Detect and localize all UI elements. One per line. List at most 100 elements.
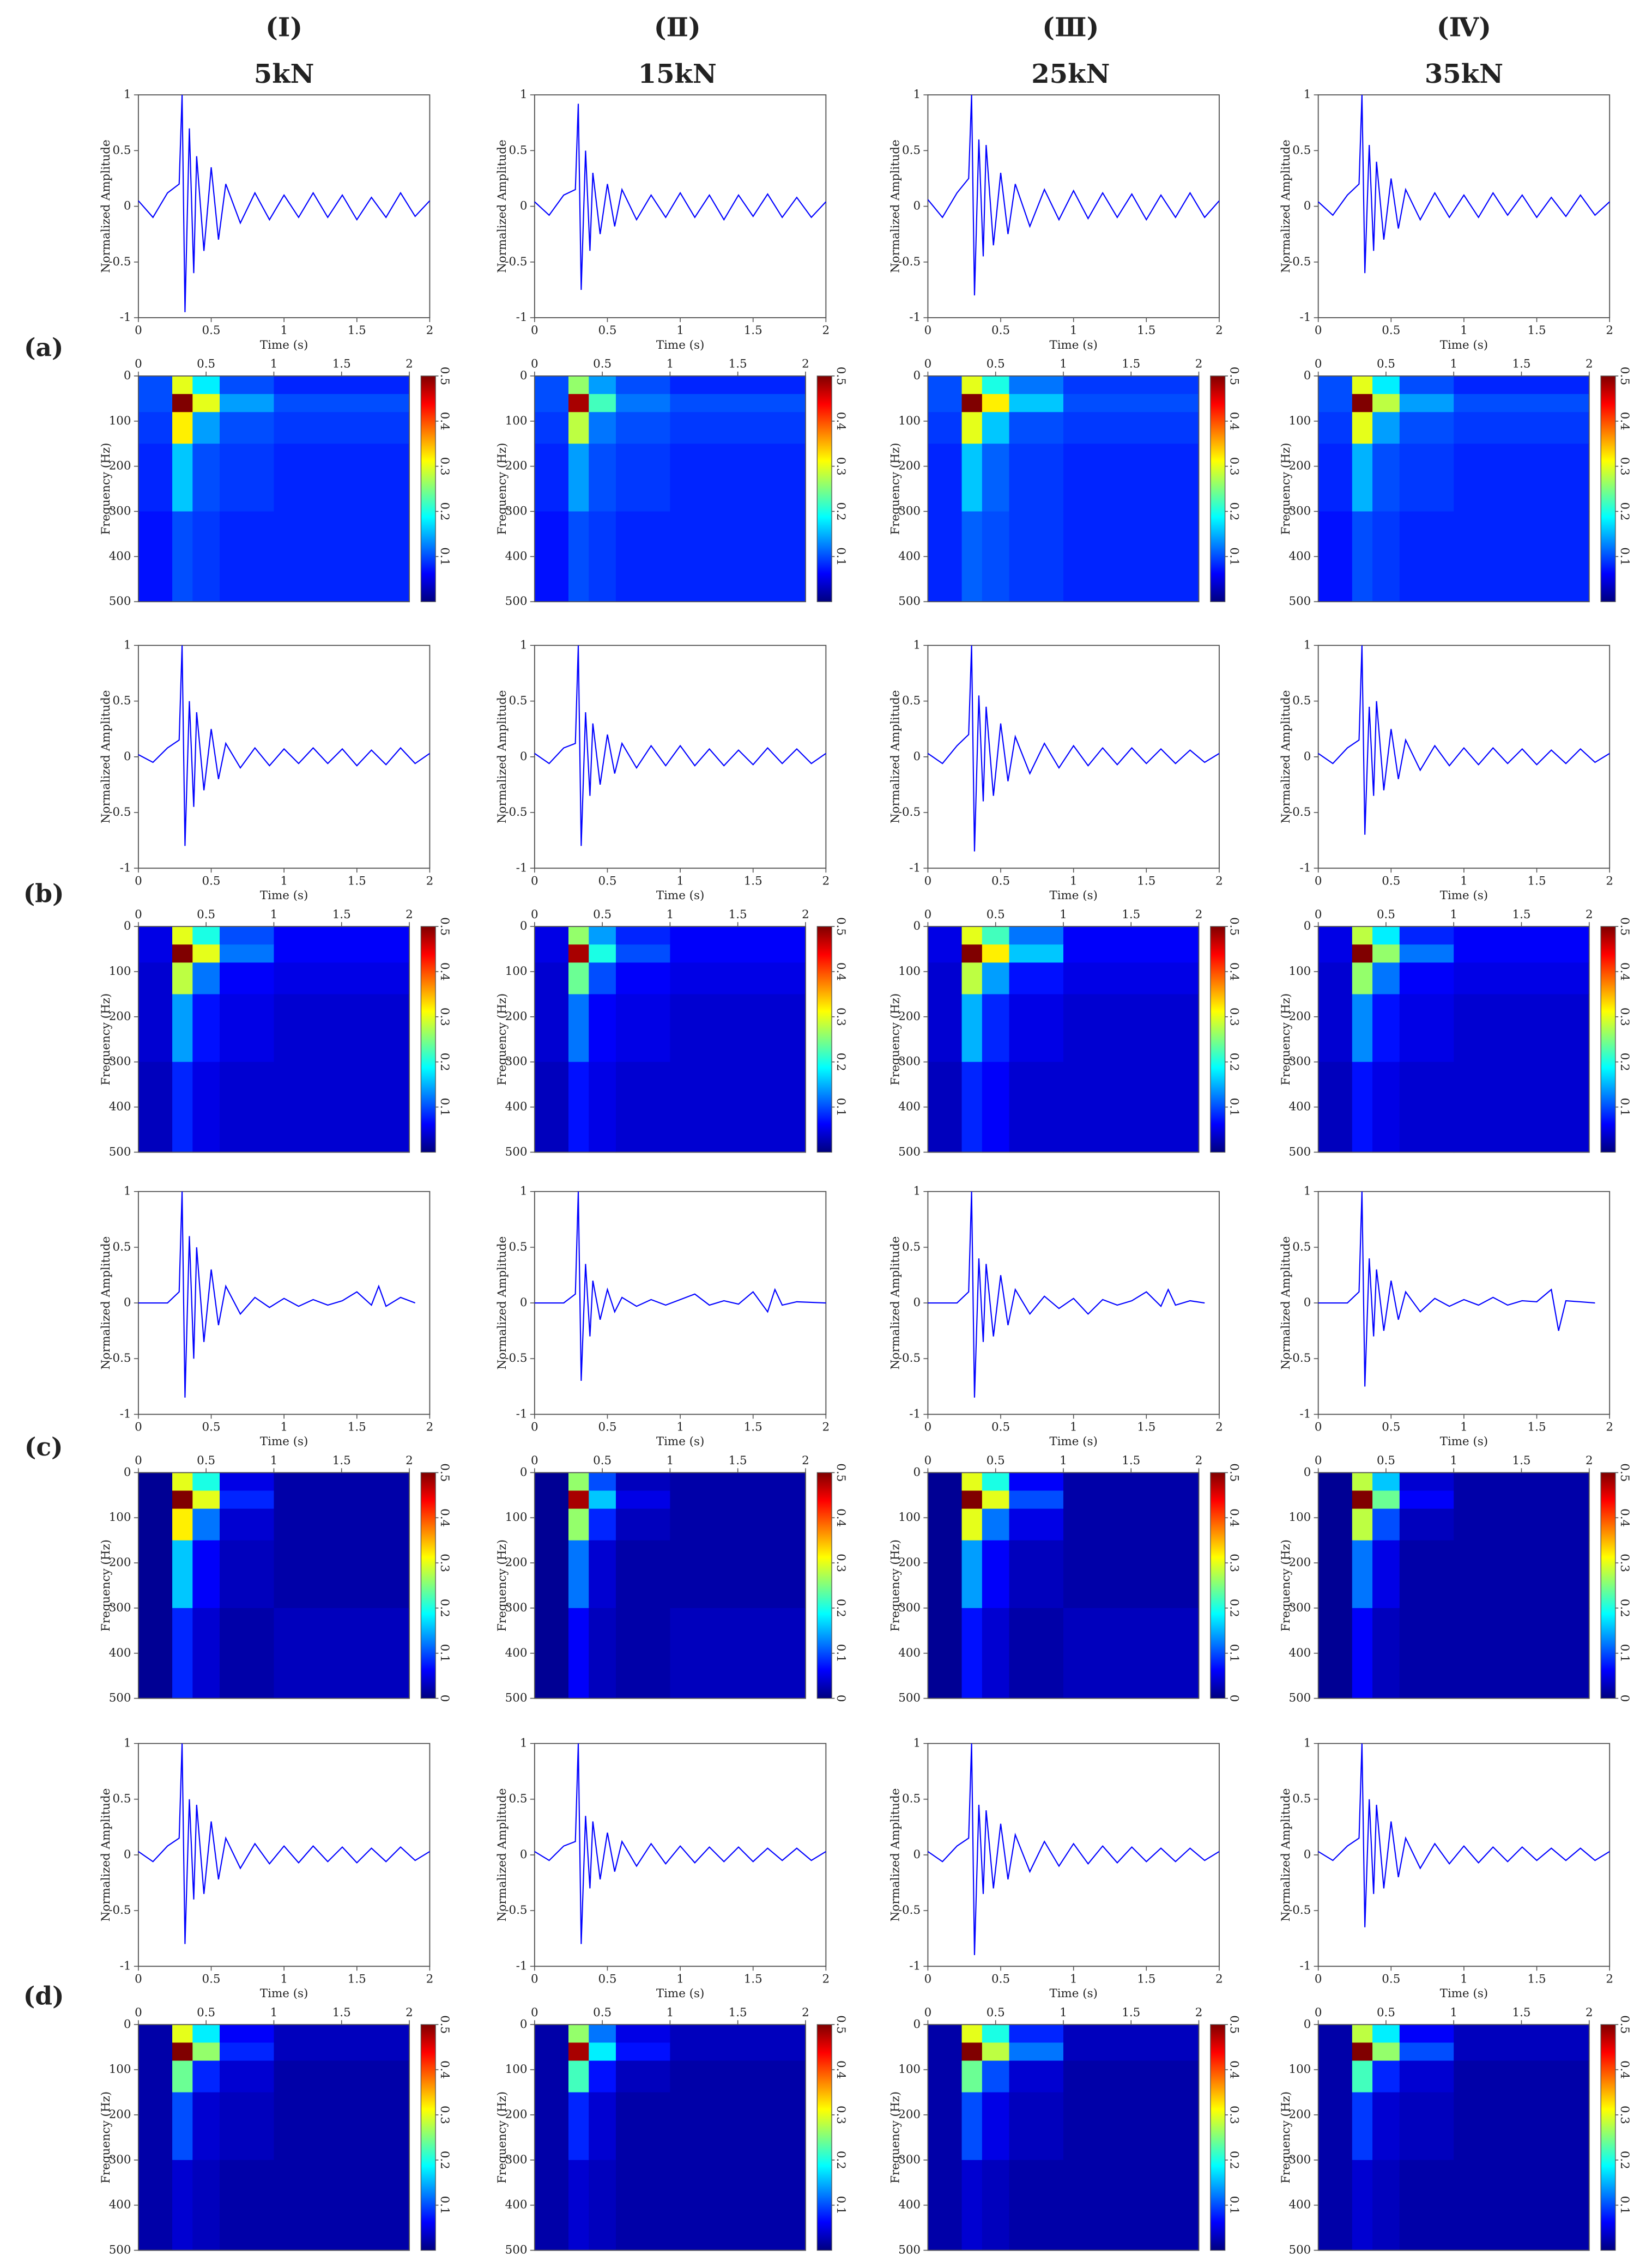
- x-tick-label: 0.5: [991, 874, 1010, 888]
- y-tick-label: 0.5: [113, 1792, 131, 1806]
- x-axis-label: Time (s): [260, 338, 308, 352]
- x-tick-label: 2: [406, 357, 413, 371]
- colorbar-tick-label: 0.4: [834, 2060, 848, 2079]
- y-tick-label: 0: [913, 1465, 921, 1479]
- heatmap-cell: [1063, 511, 1200, 602]
- colorbar-tick-label: 0.1: [438, 1098, 451, 1117]
- heatmap-cell: [534, 375, 569, 395]
- x-axis-label: Time (s): [1440, 889, 1488, 902]
- y-tick-label: -1: [120, 1959, 131, 1973]
- heatmap-cell: [568, 2024, 590, 2043]
- heatmap-cell: [220, 1540, 275, 1609]
- heatmap-cell: [138, 1062, 173, 1153]
- x-tick-label: 1.5: [729, 2006, 747, 2020]
- heatmap-cell: [589, 994, 616, 1063]
- x-tick-label: 0.5: [1382, 1421, 1400, 1434]
- heatmap-cell: [1352, 375, 1373, 395]
- colorbar-tick-label: 0.3: [834, 1554, 848, 1572]
- x-tick-label: 0.5: [1377, 357, 1395, 371]
- y-tick-label: -0.5: [108, 1903, 131, 1917]
- heatmap-cell: [670, 1490, 806, 1509]
- heatmap-cell: [928, 444, 963, 512]
- heatmap-cell: [220, 2042, 275, 2061]
- heatmap-cell: [138, 2024, 173, 2043]
- heatmap-cell: [568, 2042, 590, 2061]
- waveform: [534, 1191, 826, 1381]
- y-axis-label: Normalized Amplitude: [889, 1788, 903, 1922]
- y-tick-label: 100: [1288, 965, 1311, 978]
- x-tick-label: 1: [270, 357, 278, 371]
- y-tick-label: -0.5: [1288, 1903, 1311, 1917]
- x-tick-label: 1: [667, 908, 674, 921]
- x-tick-label: 1.5: [1512, 2006, 1530, 2020]
- y-tick-label: -1: [1299, 1959, 1311, 1973]
- x-tick-label: 1.5: [1528, 874, 1546, 888]
- x-tick-label: 0: [135, 324, 142, 337]
- y-tick-label: 400: [898, 2198, 921, 2212]
- colorbar-tick-label: 0.1: [1227, 547, 1241, 566]
- colorbar-tick-label: 0.3: [1618, 457, 1631, 476]
- colorbar-tick-label: 0.2: [438, 502, 451, 520]
- heatmap-cell: [1454, 926, 1590, 945]
- y-tick-label: -0.5: [898, 1351, 921, 1365]
- heatmap-cell: [1399, 2060, 1455, 2093]
- colorbar-tick-label: 0.4: [438, 2060, 451, 2079]
- x-tick-label: 0: [1315, 1972, 1322, 1986]
- heatmap-cell: [1318, 2060, 1353, 2093]
- heatmap-cell: [274, 944, 410, 963]
- x-tick-label: 0: [531, 1454, 538, 1467]
- heatmap-cell: [1454, 511, 1590, 602]
- x-tick-label: 0: [135, 1972, 142, 1986]
- y-tick-label: -0.5: [505, 1351, 527, 1365]
- heatmap-cell: [961, 1540, 983, 1609]
- heatmap-cell: [1454, 944, 1590, 963]
- heatmap-cell: [615, 2060, 671, 2093]
- heatmap-cell: [138, 1472, 173, 1491]
- y-tick-label: 0: [1304, 1465, 1311, 1479]
- y-tick-label: 0: [913, 750, 921, 763]
- colorbar-tick-label: 0.2: [438, 1053, 451, 1071]
- heatmap-cell: [961, 394, 983, 413]
- heatmap-cell: [1352, 1540, 1373, 1609]
- heatmap-cell: [192, 2042, 220, 2061]
- x-tick-label: 1.5: [332, 357, 351, 371]
- heatmap-cell: [670, 2060, 806, 2093]
- heatmap-cell: [138, 962, 173, 995]
- x-tick-label: 0: [531, 1421, 538, 1434]
- y-tick-label: 300: [898, 2153, 921, 2167]
- colorbar-tick-label: 0: [438, 1695, 451, 1702]
- x-tick-label: 0: [135, 1454, 142, 1467]
- y-tick-label: 0: [124, 919, 131, 933]
- heatmap-cell: [1399, 994, 1455, 1063]
- heatmap-cell: [274, 394, 410, 413]
- x-tick-label: 2: [1195, 908, 1203, 921]
- colorbar: [816, 2024, 832, 2251]
- heatmap-cell: [670, 1540, 806, 1609]
- heatmap-cell: [534, 394, 569, 413]
- heatmap-cell: [589, 1540, 616, 1609]
- y-tick-label: 400: [1288, 2198, 1311, 2212]
- heatmap-cell: [534, 1472, 569, 1491]
- column-roman: (Ⅳ): [1437, 12, 1491, 43]
- heatmap-cell: [534, 1508, 569, 1541]
- x-tick-label: 0.5: [987, 357, 1005, 371]
- x-tick-label: 0: [924, 2006, 932, 2020]
- heatmap-cell: [670, 1508, 806, 1541]
- colorbar-tick-label: 0.5: [834, 2015, 848, 2034]
- heatmap-cell: [1372, 2160, 1400, 2251]
- x-tick-label: 1: [270, 908, 278, 921]
- y-tick-label: 100: [1288, 1511, 1311, 1524]
- heatmap-cell: [274, 2160, 410, 2251]
- heatmap-cell: [172, 375, 193, 395]
- heatmap-cell: [274, 511, 410, 602]
- heatmap-cell: [138, 1490, 173, 1509]
- heatmap-cell: [1454, 2024, 1590, 2043]
- colorbar-tick-label: 0.5: [1227, 2015, 1241, 2034]
- heatmap-cell: [615, 926, 671, 945]
- heatmap-cell: [928, 511, 963, 602]
- colorbar-tick-label: 0.5: [834, 917, 848, 936]
- x-tick-label: 2: [1586, 2006, 1593, 2020]
- colorbar-tick-label: 0: [834, 1695, 848, 1702]
- y-tick-label: 1: [124, 1185, 131, 1198]
- colorbar-tick-label: 0.1: [438, 547, 451, 566]
